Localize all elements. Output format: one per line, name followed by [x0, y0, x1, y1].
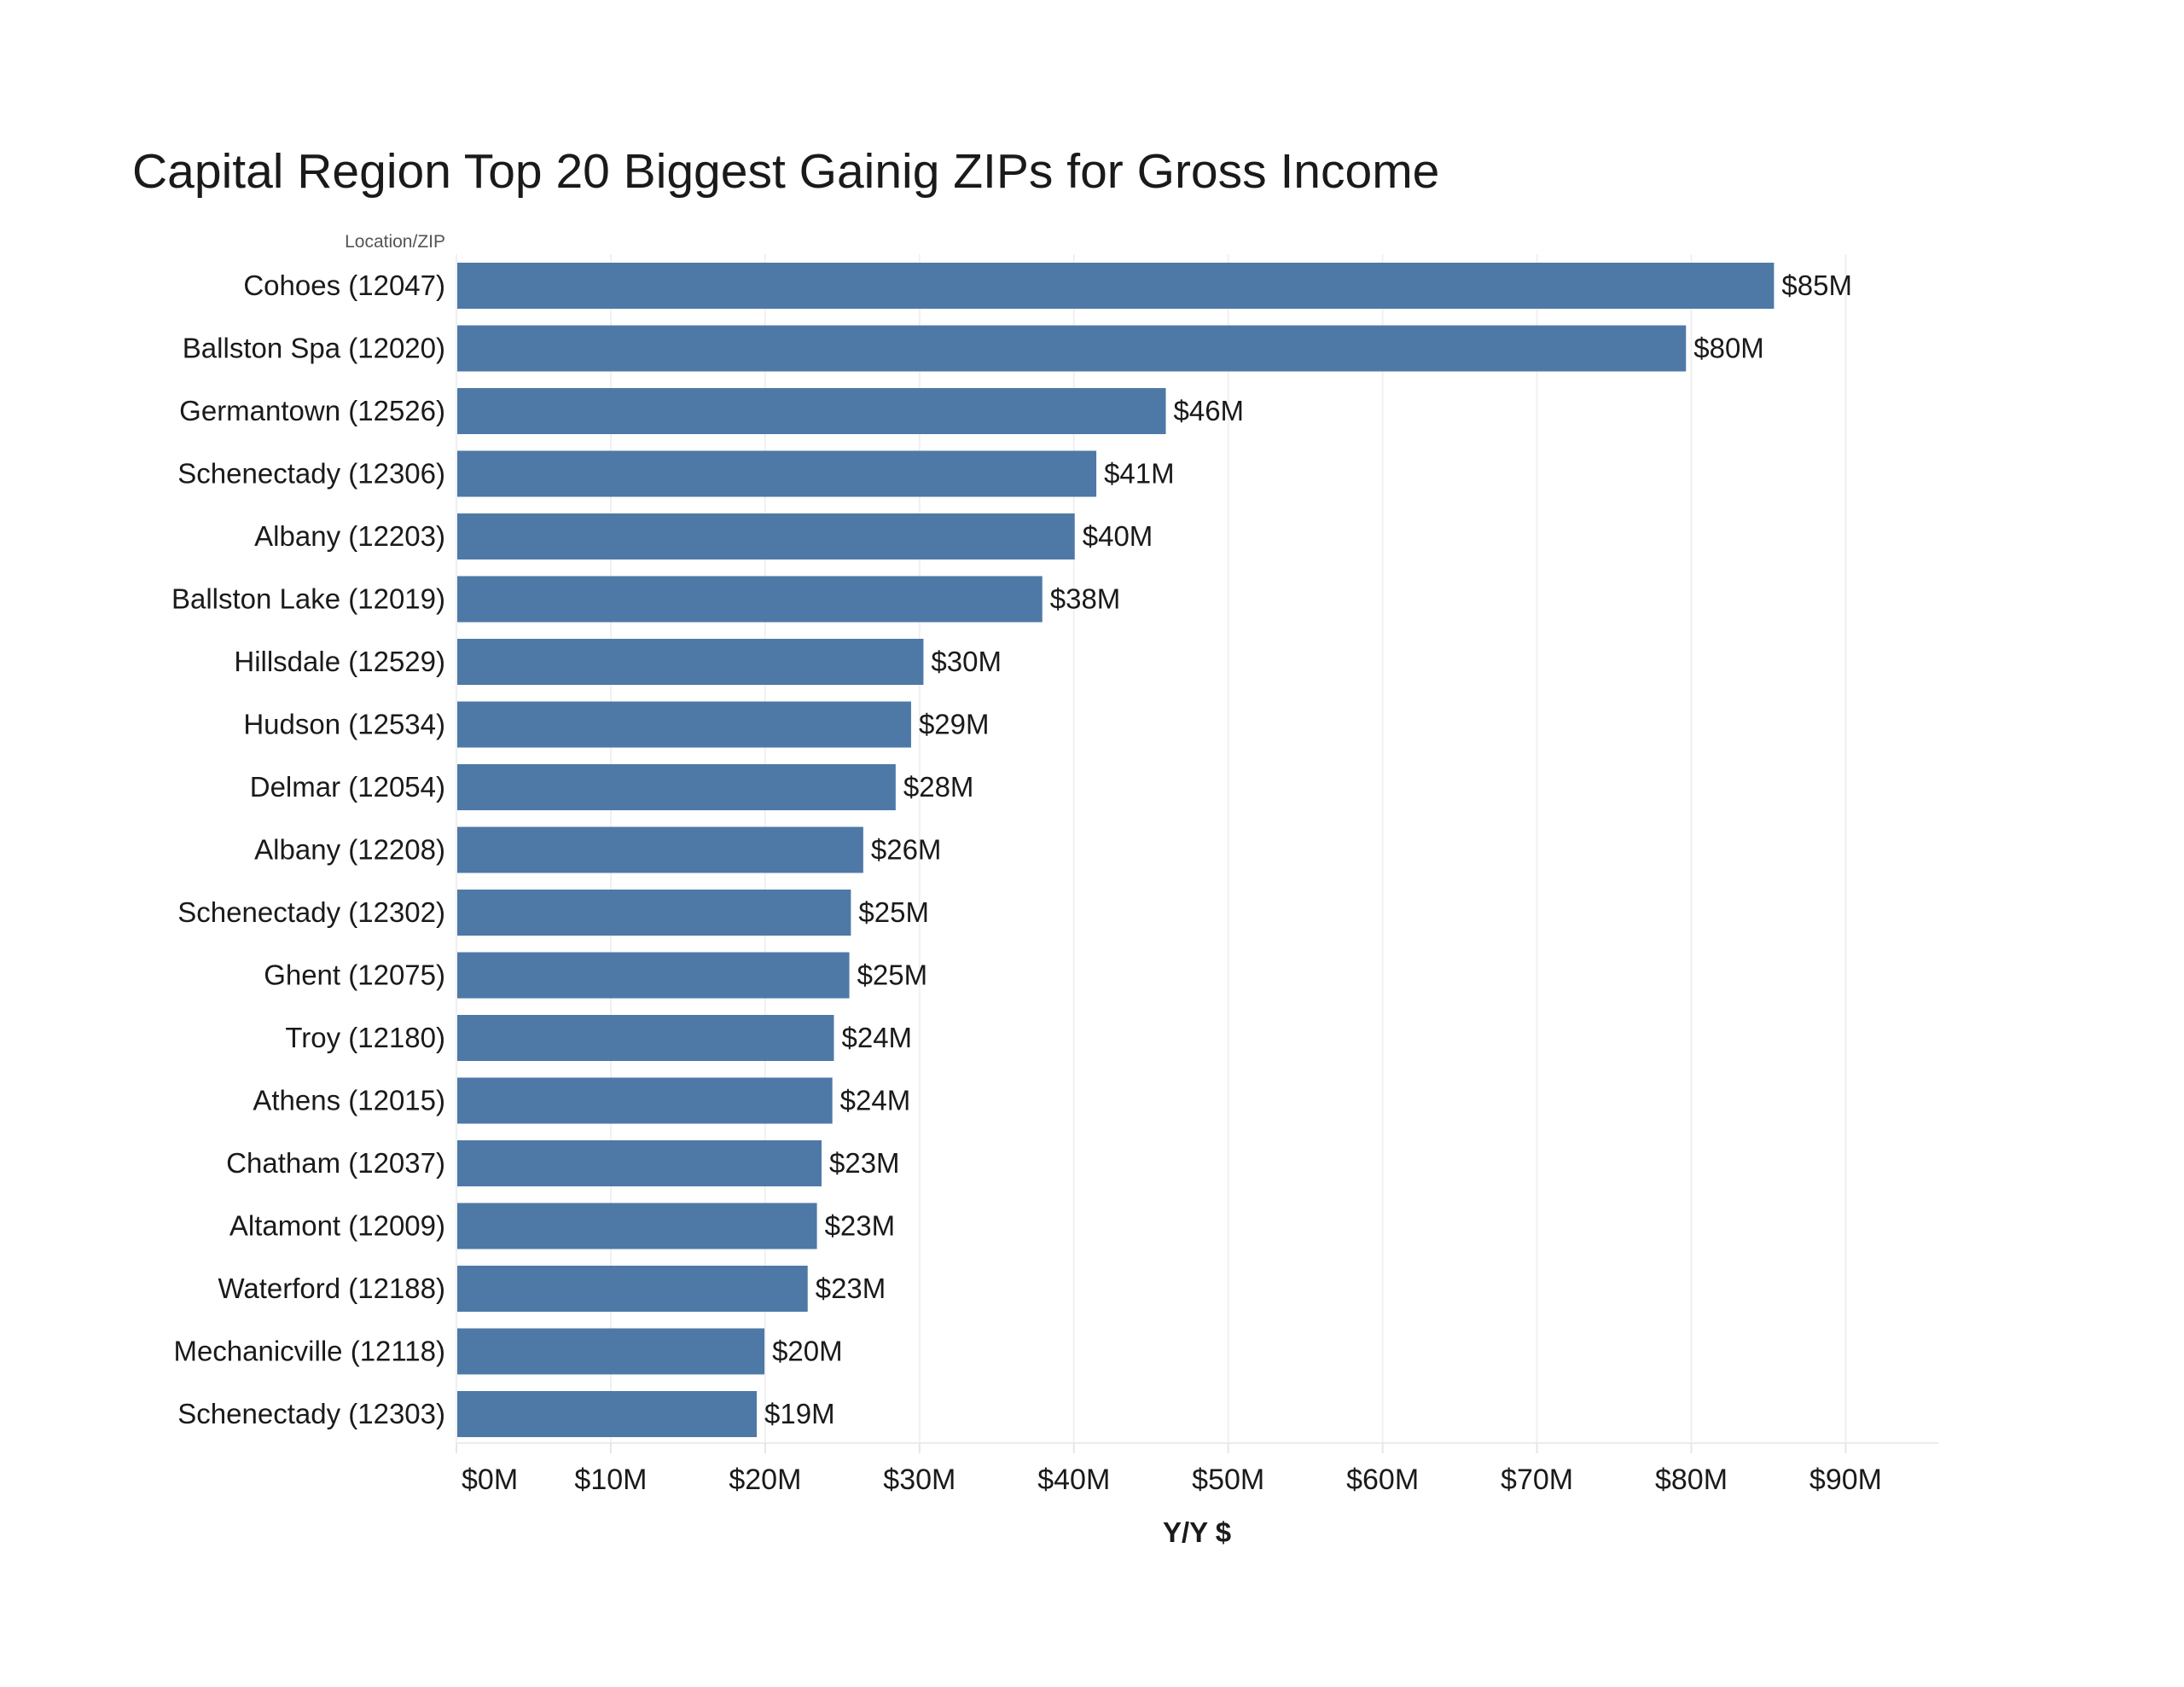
x-tick-label: $70M — [1501, 1464, 1573, 1496]
value-label: $23M — [829, 1147, 900, 1179]
value-label: $46M — [1174, 395, 1245, 426]
row-label: Hudson (12534) — [243, 709, 445, 740]
x-tick-label: $40M — [1037, 1464, 1110, 1496]
bar — [457, 1203, 817, 1249]
value-label: $24M — [840, 1085, 911, 1116]
bars — [457, 263, 1774, 1437]
x-tick-label: $60M — [1346, 1464, 1419, 1496]
bar — [457, 1015, 834, 1061]
row-label: Albany (12208) — [254, 834, 445, 866]
bar — [457, 388, 1166, 434]
bar — [457, 1391, 758, 1437]
bar — [457, 1328, 765, 1375]
value-label: $41M — [1104, 458, 1175, 490]
value-label: $20M — [772, 1336, 843, 1367]
x-tick-label: $0M — [462, 1464, 518, 1496]
value-label: $40M — [1083, 520, 1153, 552]
x-tick-label: $80M — [1655, 1464, 1728, 1496]
row-labels: Cohoes (12047) Ballston Spa (12020) German… — [171, 270, 445, 1429]
value-label: $25M — [858, 896, 929, 928]
row-label: Schenectady (12302) — [177, 896, 445, 928]
row-label: Germantown (12526) — [179, 395, 445, 426]
row-label: Ballston Lake (12019) — [171, 583, 445, 615]
row-label: Hillsdale (12529) — [234, 646, 445, 677]
bar — [457, 513, 1075, 559]
row-label: Albany (12203) — [254, 520, 445, 552]
row-header-location-zip: Location/ZIP — [345, 232, 445, 252]
bar — [457, 764, 896, 810]
row-label: Troy (12180) — [285, 1022, 445, 1053]
row-label: Ballston Spa (12020) — [183, 333, 445, 364]
row-label: Altamont (12009) — [229, 1210, 445, 1242]
value-label: $23M — [825, 1210, 896, 1242]
bar — [457, 890, 851, 936]
row-label: Cohoes (12047) — [243, 270, 445, 301]
bar — [457, 1077, 833, 1124]
row-label: Chatham (12037) — [226, 1147, 445, 1179]
x-tick-label: $10M — [574, 1464, 647, 1496]
value-label: $85M — [1781, 270, 1852, 301]
row-label: Waterford (12188) — [218, 1272, 445, 1304]
bar — [457, 450, 1097, 497]
value-label: $25M — [857, 959, 928, 991]
value-label: $38M — [1050, 583, 1121, 615]
value-label: $30M — [931, 646, 1002, 677]
bar — [457, 952, 850, 999]
bar — [457, 1266, 808, 1312]
bar — [457, 325, 1687, 372]
bar — [457, 701, 911, 748]
value-label: $80M — [1693, 333, 1764, 364]
row-label: Delmar (12054) — [250, 771, 445, 803]
value-label: $23M — [816, 1272, 886, 1304]
x-axis-title: Y/Y $ — [1163, 1516, 1231, 1548]
row-label: Schenectady (12303) — [177, 1398, 445, 1429]
bar — [457, 639, 924, 685]
row-label: Mechanicville (12118) — [173, 1336, 445, 1367]
x-axis-ticks: $0M $10M $20M $30M $40M $50M $60M $70M $80M $90M — [456, 1443, 1882, 1496]
bar — [457, 576, 1043, 623]
row-label: Schenectady (12306) — [177, 458, 445, 490]
bar — [457, 1140, 822, 1186]
row-label: Ghent (12075) — [264, 959, 445, 991]
value-label: $19M — [764, 1398, 835, 1429]
x-tick-label: $50M — [1192, 1464, 1264, 1496]
value-label: $26M — [871, 834, 942, 866]
x-tick-label: $30M — [883, 1464, 956, 1496]
x-tick-label: $20M — [729, 1464, 801, 1496]
bar — [457, 263, 1774, 309]
row-label: Athens (12015) — [253, 1085, 445, 1116]
value-label: $28M — [903, 771, 974, 803]
value-label: $29M — [919, 709, 990, 740]
value-labels: $85M $80M $46M $41M $40M $38M $30M $29M $28M $26M… — [764, 270, 1852, 1429]
value-label: $24M — [841, 1022, 912, 1053]
x-tick-label: $90M — [1809, 1464, 1882, 1496]
chart-title: Capital Region Top 20 Biggest Gainig ZIP… — [132, 144, 1439, 199]
bar — [457, 826, 863, 873]
